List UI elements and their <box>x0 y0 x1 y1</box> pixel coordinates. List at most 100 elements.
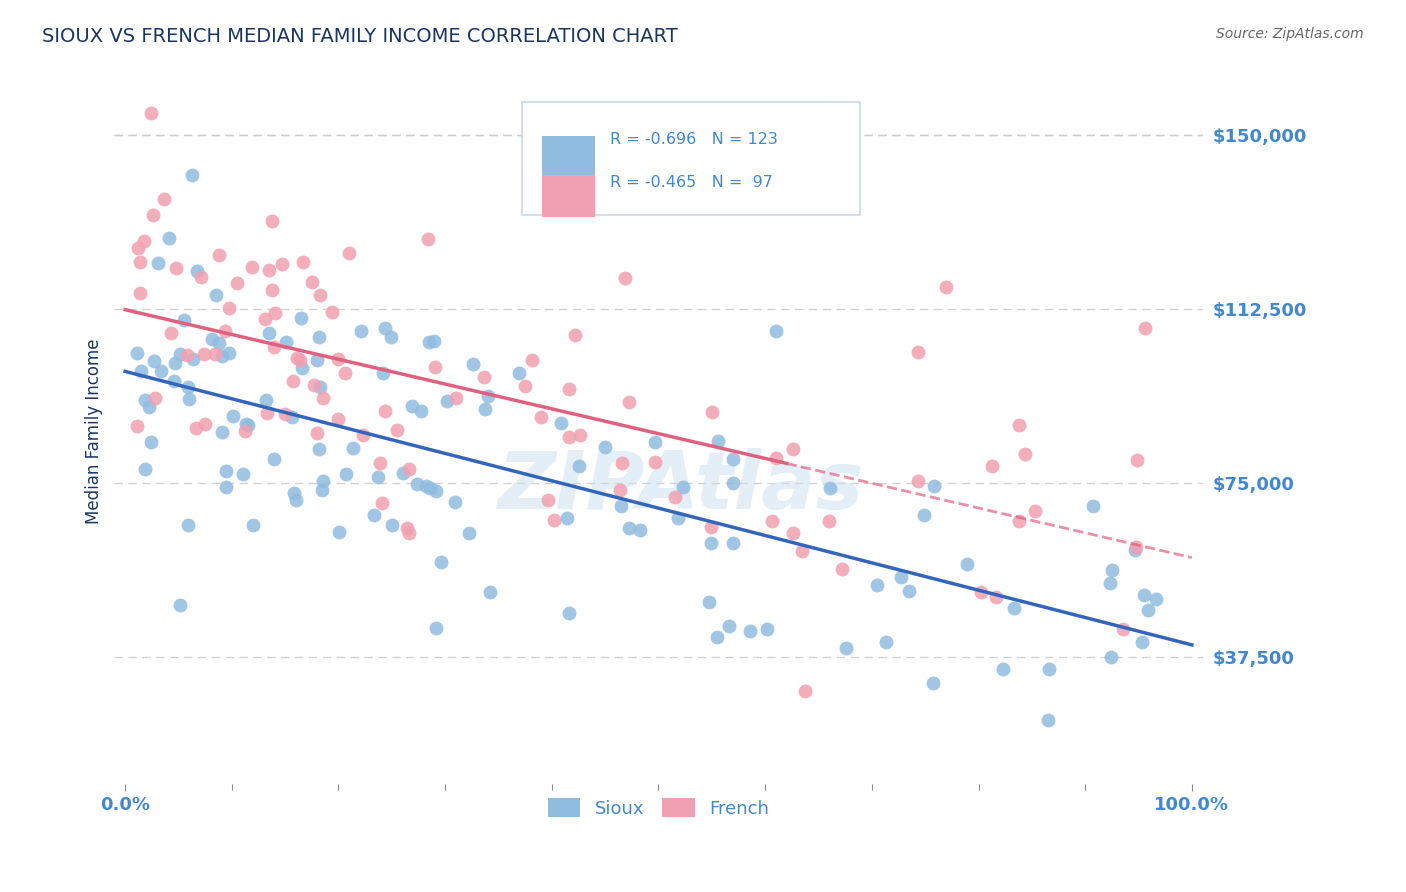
Point <box>222 409 245 424</box>
Point <box>550 416 572 430</box>
Point <box>1014 447 1036 461</box>
Point <box>392 467 415 481</box>
Point <box>176 348 198 362</box>
Point <box>337 246 360 260</box>
Point <box>423 334 446 349</box>
Point <box>283 486 305 500</box>
Point <box>254 393 277 408</box>
Point <box>169 598 191 612</box>
Point <box>619 521 641 535</box>
Point <box>264 306 287 320</box>
Point <box>285 351 308 365</box>
Point <box>1132 588 1154 602</box>
Point <box>134 462 156 476</box>
Text: R = -0.465   N =  97: R = -0.465 N = 97 <box>610 175 772 190</box>
Point <box>163 356 186 370</box>
Point <box>1081 499 1104 513</box>
Point <box>129 364 152 378</box>
Point <box>1024 504 1046 518</box>
Point <box>242 518 264 533</box>
Point <box>718 619 741 633</box>
Point <box>129 255 152 269</box>
Point <box>818 514 841 528</box>
Point <box>415 479 437 493</box>
Point <box>321 304 343 318</box>
Point <box>308 380 330 394</box>
Point <box>425 621 447 635</box>
Point <box>311 483 333 497</box>
Point <box>723 452 745 467</box>
Point <box>352 427 374 442</box>
Legend: Sioux, French: Sioux, French <box>540 791 776 825</box>
Point <box>418 232 440 246</box>
Point <box>165 261 187 276</box>
Point <box>152 192 174 206</box>
Point <box>385 423 408 437</box>
Point <box>956 557 979 571</box>
Point <box>558 383 581 397</box>
Point <box>610 499 633 513</box>
Point <box>138 400 160 414</box>
Point <box>423 360 446 375</box>
Point <box>614 270 637 285</box>
Point <box>644 455 666 469</box>
Point <box>981 458 1004 473</box>
Point <box>756 623 779 637</box>
Point <box>260 214 283 228</box>
Point <box>335 366 357 380</box>
Point <box>276 334 298 349</box>
Point <box>418 334 440 349</box>
Point <box>160 326 183 340</box>
Point <box>1126 453 1149 467</box>
Point <box>617 394 640 409</box>
Point <box>302 377 325 392</box>
Point <box>875 635 897 649</box>
Point <box>284 493 307 508</box>
Point <box>568 427 591 442</box>
Point <box>721 536 744 550</box>
Point <box>405 476 427 491</box>
Point <box>259 263 281 277</box>
Point <box>700 536 723 550</box>
Point <box>290 352 312 367</box>
Point <box>818 481 841 495</box>
Point <box>173 313 195 327</box>
Point <box>609 483 631 498</box>
Point <box>125 345 148 359</box>
Point <box>211 425 233 439</box>
Point <box>628 523 651 537</box>
Point <box>328 525 350 540</box>
Point <box>262 283 284 297</box>
Point <box>274 407 297 421</box>
Point <box>1133 321 1156 335</box>
Point <box>1130 635 1153 649</box>
Point <box>328 412 350 426</box>
Point <box>697 595 720 609</box>
Point <box>139 434 162 449</box>
Point <box>568 458 591 473</box>
Point <box>176 380 198 394</box>
Point <box>308 442 330 456</box>
Point <box>163 375 186 389</box>
Point <box>478 585 501 599</box>
Point <box>328 352 350 367</box>
Point <box>312 474 335 488</box>
Point <box>371 366 394 380</box>
Text: Source: ZipAtlas.com: Source: ZipAtlas.com <box>1216 27 1364 41</box>
Point <box>190 270 212 285</box>
Point <box>335 467 357 481</box>
Point <box>1098 575 1121 590</box>
Point <box>555 510 578 524</box>
Point <box>472 370 495 384</box>
Point <box>380 330 402 344</box>
Point <box>765 450 787 465</box>
FancyBboxPatch shape <box>523 103 860 215</box>
Point <box>218 301 240 315</box>
Point <box>128 285 150 300</box>
Point <box>543 513 565 527</box>
Point <box>134 392 156 407</box>
Point <box>912 508 935 522</box>
Point <box>1002 601 1025 615</box>
Point <box>1038 662 1060 676</box>
Point <box>211 349 233 363</box>
